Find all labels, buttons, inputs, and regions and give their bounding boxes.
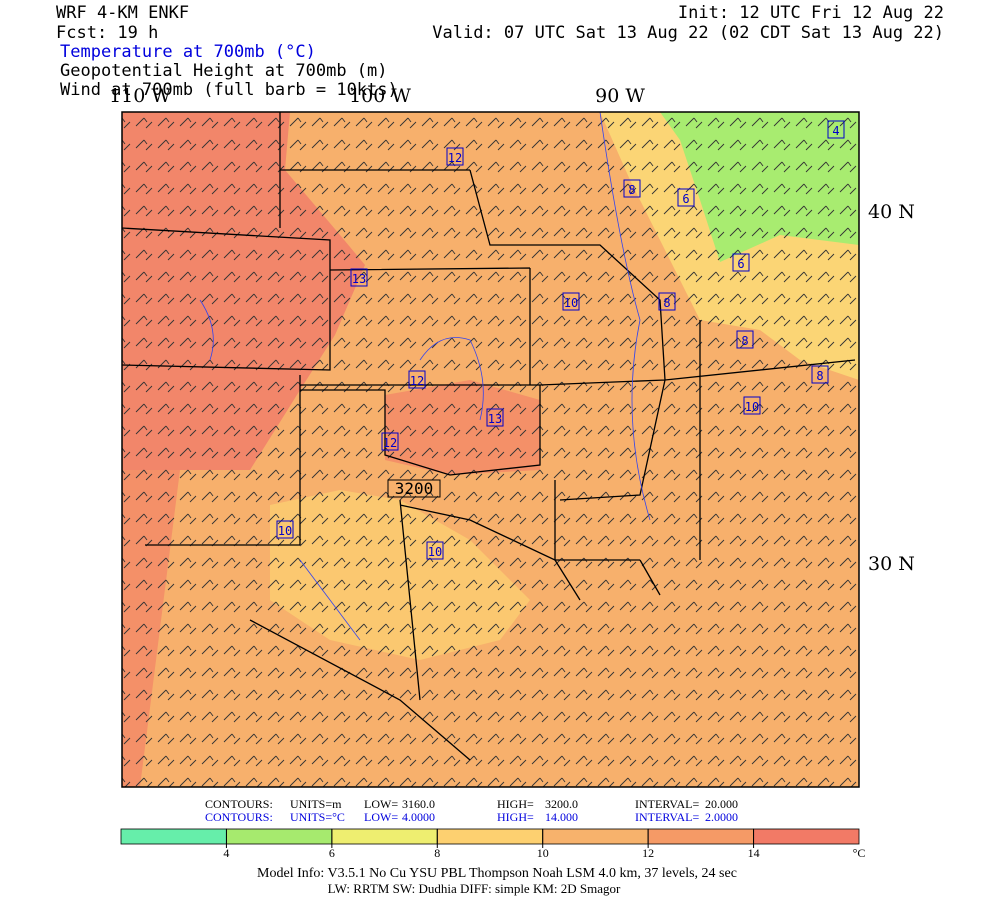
contour-info: UNITS=°C <box>290 810 345 824</box>
contour-info: LOW= <box>364 797 398 811</box>
map <box>121 111 860 788</box>
contour-label: 12 <box>410 374 424 388</box>
contour-label-box <box>743 396 761 415</box>
contour-label: 6 <box>737 257 744 271</box>
contour-info: LOW= <box>364 810 398 824</box>
map-frame <box>121 111 860 788</box>
contour-info: 3160.0 <box>402 797 435 811</box>
contour-label-box <box>827 120 845 139</box>
colorbar-segment <box>542 828 649 845</box>
forecast-hour: Fcst: 19 h <box>56 23 158 43</box>
contour-label: 10 <box>564 296 578 310</box>
contour-label-box <box>736 330 754 349</box>
contour-label: 13 <box>488 412 502 426</box>
contour-info: 14.000 <box>545 810 578 824</box>
contour-info: HIGH= <box>497 810 534 824</box>
contour-label-box <box>387 479 441 498</box>
contour-label: 4 <box>832 124 839 138</box>
contour-label-box <box>811 365 829 384</box>
contour-label: 6 <box>682 192 689 206</box>
contour-info: INTERVAL= <box>635 810 699 824</box>
contour-info: 3200.0 <box>545 797 578 811</box>
contour-label: 3200 <box>395 479 434 498</box>
contour-info: CONTOURS: <box>205 797 273 811</box>
longitude-label: 100 W <box>349 85 411 107</box>
contour-label-box <box>408 370 426 389</box>
contour-label: 13 <box>352 272 366 286</box>
contour-info: UNITS=m <box>290 797 342 811</box>
init-time: Init: 12 UTC Fri 12 Aug 22 <box>678 3 944 23</box>
contour-label: 8 <box>663 296 670 310</box>
contour-label-box <box>732 253 750 272</box>
contour-label: 10 <box>278 524 292 538</box>
contour-label-box <box>381 432 399 451</box>
contour-info: CONTOURS: <box>205 810 273 824</box>
colorbar-unit: °C <box>853 846 866 860</box>
contour-info: HIGH= <box>497 797 534 811</box>
valid-time: Valid: 07 UTC Sat 13 Aug 22 (02 CDT Sat … <box>432 23 944 43</box>
colorbar-tick-label: 12 <box>642 846 654 860</box>
colorbar-segment <box>331 828 438 845</box>
contour-label-box <box>446 147 464 166</box>
model-info: Model Info: V3.5.1 No Cu YSU PBL Thompso… <box>257 866 737 881</box>
colorbar-tick-label: 4 <box>223 846 229 860</box>
contour-info: 2.0000 <box>705 810 738 824</box>
colorbar-tick-label: 8 <box>434 846 440 860</box>
contour-label: 8 <box>816 369 823 383</box>
contour-label: 10 <box>745 400 759 414</box>
field-name: Temperature at 700mb (°C) <box>60 42 316 62</box>
model-title: WRF 4-KM ENKF <box>56 3 189 23</box>
colorbar-tick-label: 10 <box>537 846 549 860</box>
model-info: LW: RRTM SW: Dudhia DIFF: simple KM: 2D … <box>328 881 621 896</box>
contour-label-box <box>623 179 641 198</box>
contour-label: 8 <box>628 183 635 197</box>
contour-label-box <box>562 292 580 311</box>
field-name: Wind at 700mb (full barb = 10kts) <box>60 80 398 100</box>
contour-label: 8 <box>741 334 748 348</box>
contour-label: 10 <box>428 545 442 559</box>
contour-label-box <box>486 408 504 427</box>
longitude-label: 90 W <box>595 85 645 107</box>
contour-label-box <box>426 541 444 560</box>
colorbar-segment <box>120 828 227 845</box>
contour-label: 12 <box>448 151 462 165</box>
contour-info: 4.0000 <box>402 810 435 824</box>
contour-label: 12 <box>383 436 397 450</box>
field-name: Geopotential Height at 700mb (m) <box>60 61 388 81</box>
wind-barbs <box>122 112 859 787</box>
longitude-label: 110 W <box>109 85 171 107</box>
contour-label-box <box>350 268 368 287</box>
latitude-label: 40 N <box>868 201 915 223</box>
latitude-label: 30 N <box>868 553 915 575</box>
contour-info: INTERVAL= <box>635 797 699 811</box>
contour-info: 20.000 <box>705 797 738 811</box>
colorbar-segment <box>753 828 860 845</box>
colorbar-tick-label: 14 <box>748 846 760 860</box>
contour-label-box <box>658 292 676 311</box>
contour-label-box <box>276 520 294 539</box>
colorbar-segment <box>436 828 544 845</box>
colorbar-segment <box>647 828 754 845</box>
contour-label-box <box>677 188 695 207</box>
colorbar-segment <box>226 828 333 845</box>
colorbar-tick-label: 6 <box>329 846 335 860</box>
